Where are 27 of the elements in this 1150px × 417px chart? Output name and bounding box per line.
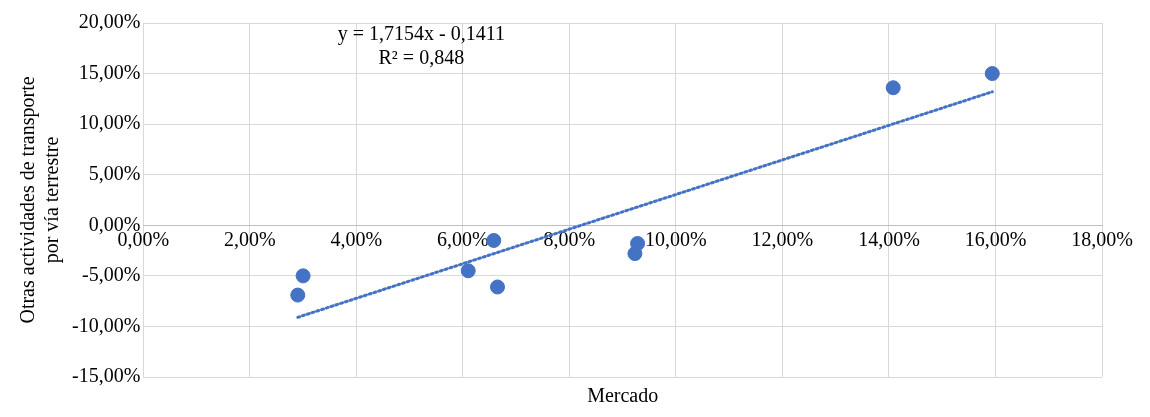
- point: [290, 287, 306, 303]
- point: [984, 66, 1000, 82]
- x-tick-label: 10,00%: [645, 227, 707, 250]
- x-tick-label: 14,00%: [858, 227, 920, 250]
- y-tick-label: 10,00%: [78, 111, 141, 134]
- y-axis-title: Otras actividades de transporte por vía terrestre: [16, 76, 64, 324]
- x-tick-label: 8,00%: [543, 227, 596, 250]
- x-tick-label: 4,00%: [330, 227, 383, 250]
- point: [460, 263, 476, 279]
- y-tick-label: -5,00%: [81, 263, 141, 286]
- x-tick-label: 12,00%: [751, 227, 814, 250]
- point: [295, 268, 311, 284]
- y-tick-label: -10,00%: [71, 313, 141, 336]
- point: [885, 80, 901, 96]
- y-tick-label: 15,00%: [78, 60, 141, 83]
- x-tick-label: 18,00%: [1071, 227, 1133, 250]
- y-tick-label: 20,00%: [78, 10, 141, 33]
- annotation: R² = 0,848: [378, 46, 465, 69]
- x-axis-title: Mercado: [587, 384, 659, 407]
- annotation: y = 1,7154x - 0,1411: [337, 22, 505, 46]
- point: [630, 235, 646, 251]
- x-tick-label: 6,00%: [437, 227, 489, 250]
- x-tick-label: 2,00%: [224, 227, 276, 250]
- y-tick-label: 5,00%: [88, 161, 141, 184]
- y-tick-label: -15,00%: [71, 364, 141, 387]
- point: [490, 279, 505, 295]
- x-tick-label: 16,00%: [964, 227, 1027, 250]
